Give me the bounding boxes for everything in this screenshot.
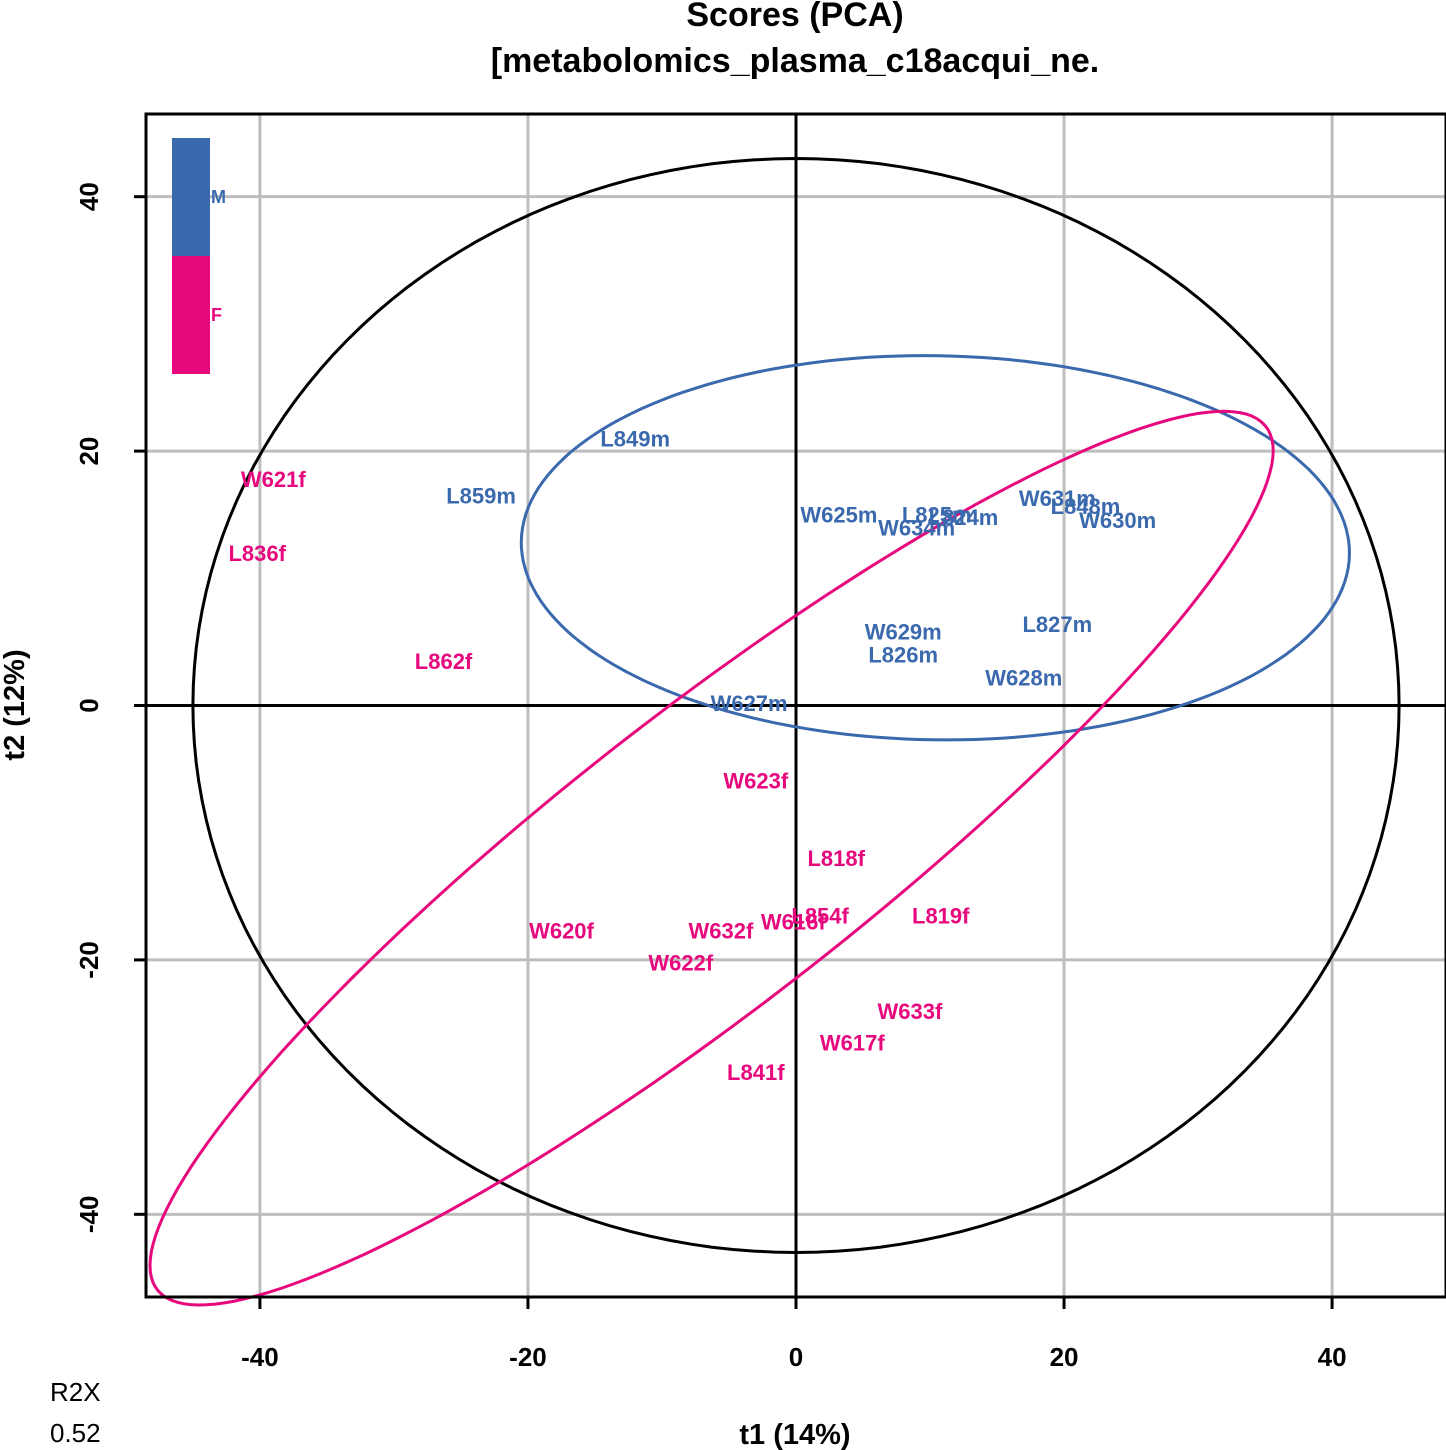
chart-title-line-1: Scores (PCA) xyxy=(686,0,903,34)
point-label-f: L862f xyxy=(415,649,473,674)
point-label-f: W617f xyxy=(820,1031,885,1056)
x-axis-ticks: -40 -20 0 20 40 xyxy=(241,1297,1347,1372)
legend-swatch-m xyxy=(172,138,210,256)
x-tick-label: -20 xyxy=(509,1342,547,1372)
point-label-m: L859m xyxy=(446,484,516,509)
legend-swatch-f xyxy=(172,256,210,374)
point-label-m: L849m xyxy=(600,426,670,451)
point-label-f: W622f xyxy=(648,950,713,975)
r2x-label: R2X xyxy=(50,1377,101,1407)
point-label-m: L826m xyxy=(868,643,938,668)
point-label-m: W630m xyxy=(1079,508,1156,533)
y-tick-label: -20 xyxy=(74,941,104,979)
point-label-f: W632f xyxy=(689,919,754,944)
y-axis-ticks: -40 -20 0 20 40 xyxy=(74,182,146,1233)
point-label-f: W620f xyxy=(529,919,594,944)
point-label-f: L854f xyxy=(791,903,849,928)
point-label-f: W616f xyxy=(761,910,826,935)
point-label-m: W627m xyxy=(711,691,788,716)
x-tick-label: 20 xyxy=(1050,1342,1079,1372)
ellipse-f xyxy=(148,409,1275,1307)
point-label-m: W628m xyxy=(985,666,1062,691)
point-label-m: W634m xyxy=(878,515,955,540)
ellipse-hotelling-t2 xyxy=(191,156,1401,1255)
y-axis-label: t2 (12%) xyxy=(0,649,31,760)
point-label-f: W621f xyxy=(241,467,306,492)
point-label-f: L818f xyxy=(807,846,865,871)
legend: MF xyxy=(172,138,226,374)
chart-title-line-2: [metabolomics_plasma_c18acqui_ne. xyxy=(491,42,1100,80)
y-tick-label: 40 xyxy=(74,182,104,211)
x-axis-label: t1 (14%) xyxy=(739,1419,850,1450)
point-label-f: W623f xyxy=(723,769,788,794)
point-label-f: L819f xyxy=(912,903,970,928)
point-label-m: L825m xyxy=(902,503,972,528)
y-tick-label: 20 xyxy=(74,437,104,466)
point-label-f: L841f xyxy=(727,1060,785,1085)
legend-label-m: M xyxy=(211,187,226,207)
y-tick-label: 0 xyxy=(74,698,104,712)
point-label-m: W631m xyxy=(1019,486,1096,511)
confidence-ellipses xyxy=(148,156,1401,1307)
point-label-m: W629m xyxy=(865,620,942,645)
point-label-f: L836f xyxy=(228,541,286,566)
point-label-m: W625m xyxy=(800,503,877,528)
ellipse-m xyxy=(519,354,1351,742)
legend-label-f: F xyxy=(211,305,222,325)
x-tick-label: 0 xyxy=(789,1342,803,1372)
y-tick-label: -40 xyxy=(74,1196,104,1234)
x-tick-label: 40 xyxy=(1318,1342,1347,1372)
point-label-f: W633f xyxy=(878,999,943,1024)
r2x-value: 0.52 xyxy=(50,1418,101,1448)
point-label-m: L848m xyxy=(1051,494,1121,519)
point-label-m: L824m xyxy=(929,505,999,530)
x-tick-label: -40 xyxy=(241,1342,279,1372)
zero-axes xyxy=(146,114,1446,1297)
point-label-m: L827m xyxy=(1022,612,1092,637)
